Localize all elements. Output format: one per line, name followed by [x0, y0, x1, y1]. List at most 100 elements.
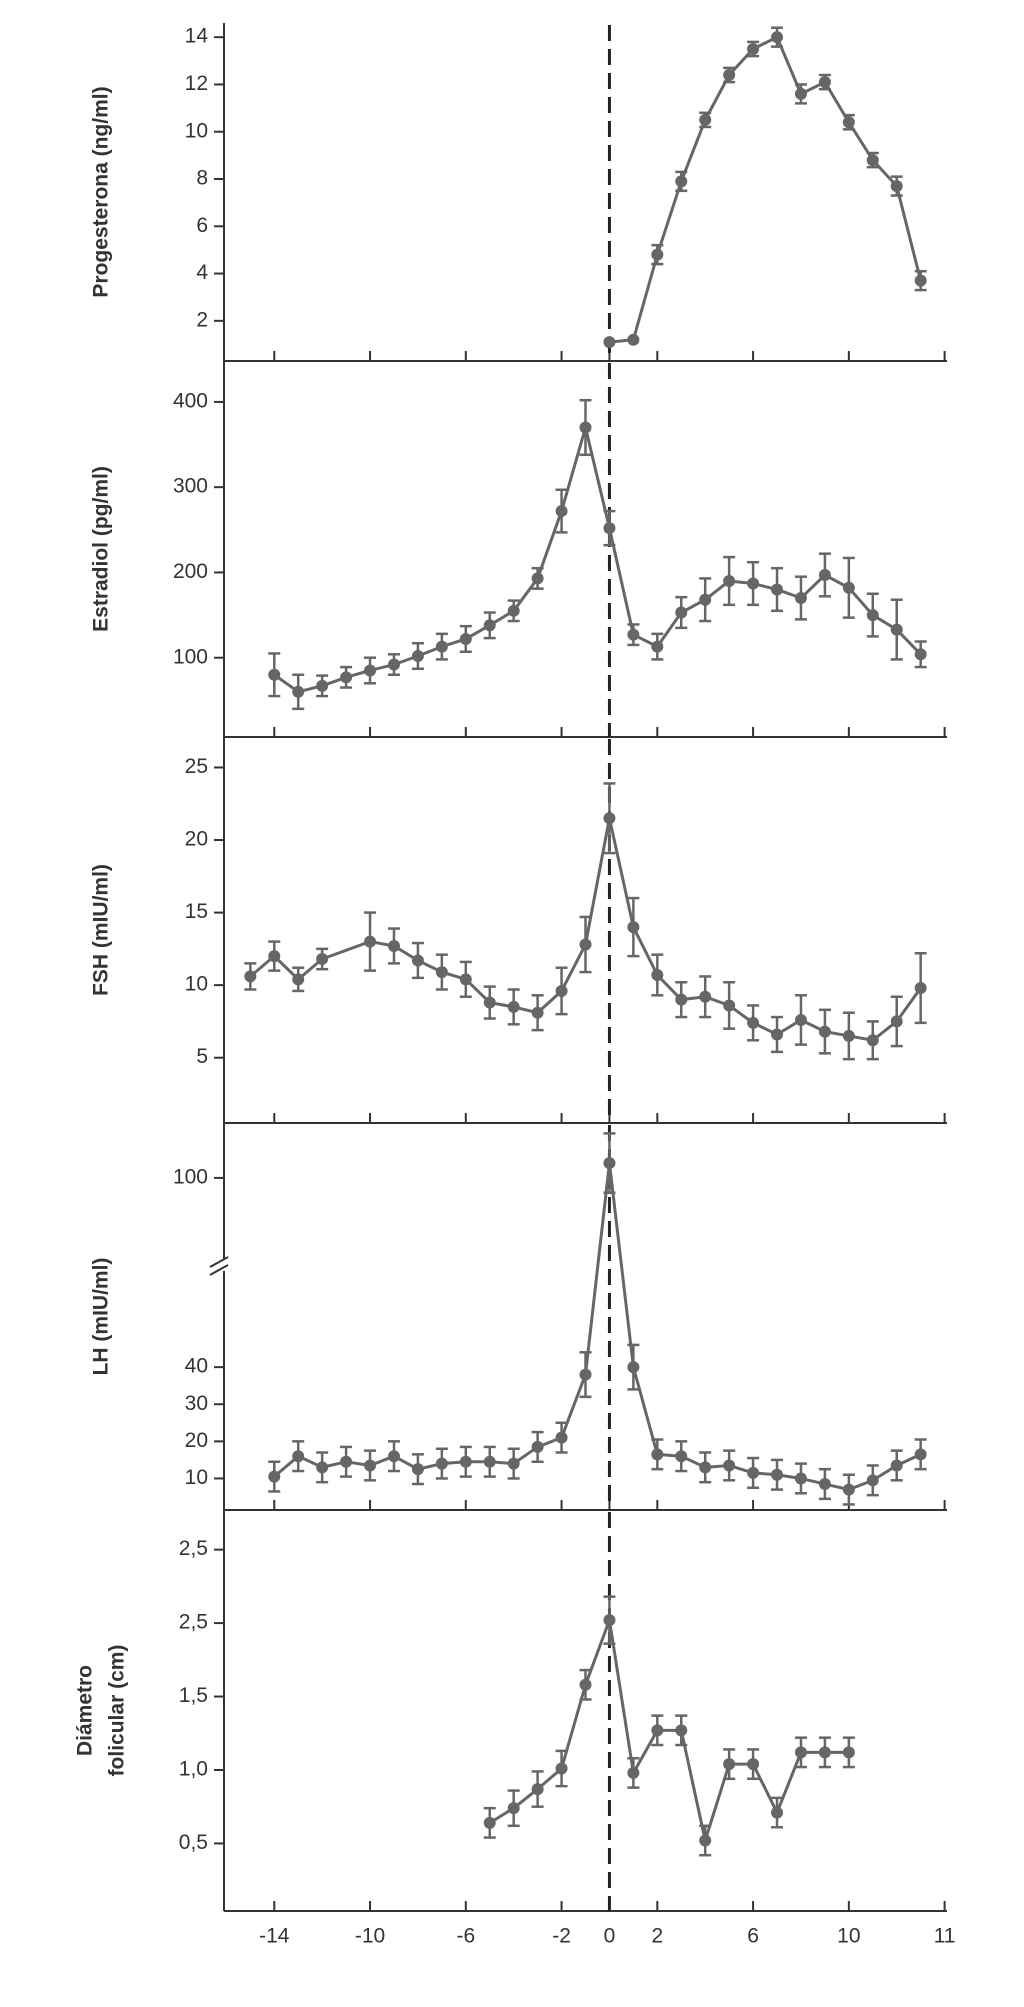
data-line [273, 1162, 922, 1492]
data-point [627, 1361, 640, 1374]
data-point [723, 69, 736, 81]
data-point [531, 1006, 544, 1019]
data-point [268, 668, 281, 681]
data-point [364, 1459, 377, 1472]
data-point [794, 1746, 807, 1759]
data-point [794, 592, 807, 605]
y-tick-label: 300 [173, 475, 208, 498]
data-point [483, 619, 496, 632]
data-point [818, 1025, 831, 1038]
data-point [435, 640, 448, 653]
axis-break [209, 1264, 229, 1276]
data-point [914, 648, 927, 661]
data-point [842, 1746, 855, 1759]
data-point [555, 505, 568, 518]
data-line [249, 817, 922, 1042]
data-point [890, 180, 903, 193]
y-tick-label: 100 [173, 645, 208, 668]
data-point [699, 113, 712, 126]
x-tick-label: -10 [355, 1925, 385, 1948]
data-point [411, 1463, 424, 1476]
data-point [842, 1029, 855, 1042]
y-tick-label: 20 [185, 828, 208, 851]
x-tick-label: -2 [552, 1925, 571, 1948]
data-point [387, 939, 400, 952]
data-point [747, 577, 760, 590]
data-point [627, 628, 640, 641]
y-tick-label: 30 [185, 1392, 208, 1415]
data-point [531, 572, 544, 585]
data-point [627, 333, 640, 346]
data-point [603, 336, 616, 349]
data-point [651, 1724, 664, 1737]
data-point [651, 1448, 664, 1461]
y-axis-label: FSH (mIU/ml) [90, 864, 113, 996]
data-point [364, 664, 377, 677]
data-point [483, 996, 496, 1009]
data-point [818, 1746, 831, 1759]
data-point [459, 1455, 472, 1468]
data-point [555, 1431, 568, 1444]
data-point [699, 1834, 712, 1847]
data-point [699, 990, 712, 1003]
y-tick-label: 20 [185, 1429, 208, 1452]
data-point [627, 1766, 640, 1779]
data-line [488, 1614, 849, 1847]
data-point [483, 1455, 496, 1468]
data-point [890, 1459, 903, 1472]
data-point [771, 1806, 784, 1819]
data-point [866, 154, 879, 167]
data-point [675, 1724, 688, 1737]
data-point [723, 1758, 736, 1771]
data-point [842, 116, 855, 129]
x-tick-label: 10 [837, 1925, 860, 1948]
data-line [273, 421, 922, 694]
data-point [387, 658, 400, 671]
data-point [579, 421, 592, 434]
data-point [675, 175, 688, 188]
data-point [316, 679, 329, 692]
data-point [507, 1802, 520, 1815]
y-axis-label: folicular (cm) [106, 1645, 129, 1777]
data-point [531, 1440, 544, 1453]
data-point [603, 522, 616, 535]
y-axis-label: Progesterona (ng/ml) [90, 86, 113, 297]
x-tick-label: -6 [456, 1925, 475, 1948]
data-point [603, 1157, 616, 1170]
y-tick-label: 1,0 [179, 1758, 208, 1781]
data-point [866, 609, 879, 622]
data-point [579, 938, 592, 951]
y-tick-label: 10 [185, 119, 208, 142]
y-tick-label: 2,5 [179, 1537, 208, 1560]
y-tick-label: 5 [196, 1045, 208, 1068]
data-point [699, 1461, 712, 1474]
y-tick-label: 4 [196, 261, 208, 284]
data-point [603, 1614, 616, 1627]
x-tick-label: 6 [747, 1925, 759, 1948]
data-point [531, 1783, 544, 1796]
data-point [627, 921, 640, 934]
data-point [292, 1450, 305, 1463]
data-point [555, 984, 568, 997]
data-point [603, 812, 616, 825]
data-point [411, 954, 424, 967]
data-point [435, 1457, 448, 1470]
data-line [609, 35, 923, 344]
data-point [699, 593, 712, 606]
y-tick-label: 2,5 [179, 1611, 208, 1634]
data-point [244, 970, 257, 983]
data-point [292, 973, 305, 986]
data-point [555, 1762, 568, 1775]
x-tick-label: -14 [259, 1925, 290, 1948]
data-point [507, 604, 520, 617]
data-point [651, 968, 664, 981]
y-tick-label: 400 [173, 389, 208, 412]
data-point [411, 650, 424, 663]
data-point [842, 1483, 855, 1496]
y-tick-label: 100 [173, 1165, 208, 1188]
y-tick-label: 0,5 [179, 1831, 208, 1854]
y-tick-label: 12 [185, 72, 208, 95]
data-point [723, 1459, 736, 1472]
x-tick-label: 11 [934, 1925, 956, 1948]
data-point [364, 935, 377, 948]
